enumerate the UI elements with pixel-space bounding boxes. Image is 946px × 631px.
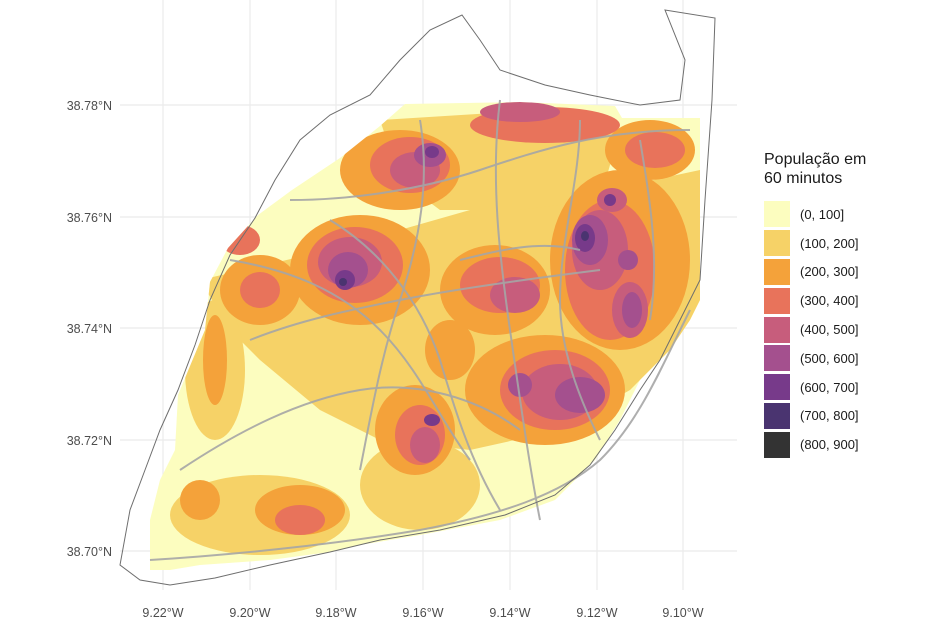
y-tick: 38.76°N — [67, 211, 112, 225]
x-tick: 9.20°W — [229, 606, 270, 620]
legend-swatch — [764, 258, 790, 285]
population-raster — [150, 102, 700, 570]
x-tick: 9.18°W — [315, 606, 356, 620]
legend-label: (300, 400] — [800, 293, 859, 309]
legend-swatch — [764, 374, 790, 401]
municipal-boundary — [119, 9, 716, 586]
legend-swatch — [764, 402, 790, 429]
y-tick: 38.78°N — [67, 99, 112, 113]
x-tick: 9.16°W — [402, 606, 443, 620]
legend-label: (500, 600] — [800, 350, 859, 366]
x-tick: 9.14°W — [489, 606, 530, 620]
road-network — [149, 99, 691, 561]
legend: População em 60 minutos (0, 100] (100, 20… — [764, 150, 866, 459]
legend-label: (400, 500] — [800, 322, 859, 338]
legend-swatch — [764, 431, 790, 458]
legend-label: (800, 900] — [800, 437, 859, 453]
x-tick: 9.12°W — [576, 606, 617, 620]
legend-label: (100, 200] — [800, 235, 859, 251]
legend-item: (0, 100] — [764, 200, 866, 229]
legend-item: (800, 900] — [764, 430, 866, 459]
legend-item: (500, 600] — [764, 344, 866, 373]
legend-label: (0, 100] — [800, 206, 845, 222]
legend-item: (100, 200] — [764, 229, 866, 258]
legend-swatch — [764, 316, 790, 343]
x-axis: 9.22°W 9.20°W 9.18°W 9.16°W 9.14°W 9.12°… — [142, 606, 703, 620]
y-tick: 38.70°N — [67, 545, 112, 559]
y-axis: 38.78°N 38.76°N 38.74°N 38.72°N 38.70°N — [67, 99, 112, 559]
x-tick: 9.10°W — [662, 606, 703, 620]
legend-item: (400, 500] — [764, 315, 866, 344]
legend-item: (200, 300] — [764, 258, 866, 287]
legend-title: População em 60 minutos — [764, 151, 867, 187]
y-tick: 38.72°N — [67, 434, 112, 448]
legend-item: (700, 800] — [764, 402, 866, 431]
legend-swatch — [764, 201, 790, 228]
legend-item: (300, 400] — [764, 286, 866, 315]
legend-item: (600, 700] — [764, 373, 866, 402]
legend-swatch — [764, 345, 790, 372]
x-tick: 9.22°W — [142, 606, 183, 620]
y-tick: 38.74°N — [67, 322, 112, 336]
legend-swatch — [764, 287, 790, 314]
legend-items: (0, 100] (100, 200] (200, 300] (300, 400] (4… — [764, 200, 866, 459]
legend-swatch — [764, 230, 790, 257]
legend-label: (200, 300] — [800, 264, 859, 280]
legend-label: (700, 800] — [800, 408, 859, 424]
legend-label: (600, 700] — [800, 379, 859, 395]
